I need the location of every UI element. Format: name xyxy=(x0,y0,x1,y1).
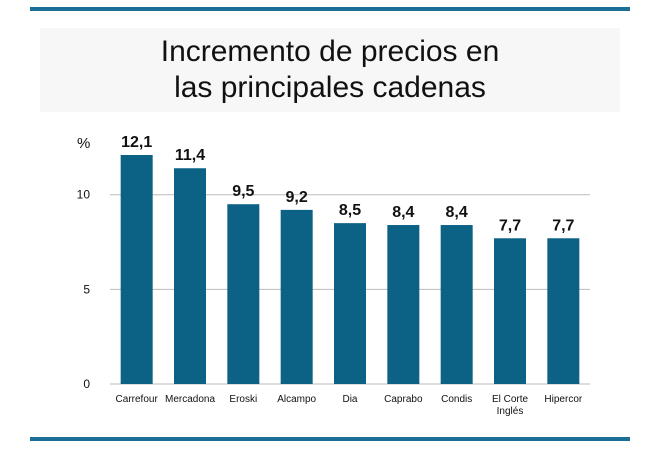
category-label: El Corte xyxy=(492,394,529,405)
bar xyxy=(547,238,580,384)
value-label: 8,4 xyxy=(446,204,468,221)
value-label: 7,7 xyxy=(552,217,574,234)
category-label: Caprabo xyxy=(384,394,423,405)
chart-title-line-2: las principales cadenas xyxy=(174,71,486,104)
y-tick-label: 10 xyxy=(77,188,91,202)
y-tick-label: 0 xyxy=(83,377,90,391)
category-label: Eroski xyxy=(229,394,257,405)
y-axis-label: % xyxy=(77,135,90,152)
category-label: Dia xyxy=(342,394,357,405)
bar xyxy=(440,225,473,384)
bar xyxy=(174,168,206,384)
bar xyxy=(227,204,260,384)
y-tick-label: 5 xyxy=(83,282,90,296)
category-label: Inglés xyxy=(497,406,524,417)
category-label: Condis xyxy=(441,394,472,405)
value-label: 12,1 xyxy=(121,134,152,151)
value-label: 9,2 xyxy=(286,189,308,206)
value-label: 8,5 xyxy=(339,202,361,219)
value-label: 11,4 xyxy=(175,147,205,164)
title-background xyxy=(40,28,620,112)
category-label: Mercadona xyxy=(165,394,215,405)
bar xyxy=(494,238,526,384)
chart-title: Incremento de precios en las principales… xyxy=(40,34,620,106)
value-label: 9,5 xyxy=(232,183,254,200)
bar xyxy=(387,225,420,384)
value-label: 8,4 xyxy=(392,204,414,221)
bottom-rule xyxy=(30,437,630,441)
bar xyxy=(280,209,313,384)
category-label: Alcampo xyxy=(277,394,316,405)
category-label: Hipercor xyxy=(544,394,582,405)
bar xyxy=(334,223,366,384)
value-label: 7,7 xyxy=(499,217,521,234)
chart-title-line-1: Incremento de precios en xyxy=(160,35,500,68)
bar xyxy=(120,155,153,384)
category-label: Carrefour xyxy=(116,394,159,405)
top-rule xyxy=(30,7,630,11)
